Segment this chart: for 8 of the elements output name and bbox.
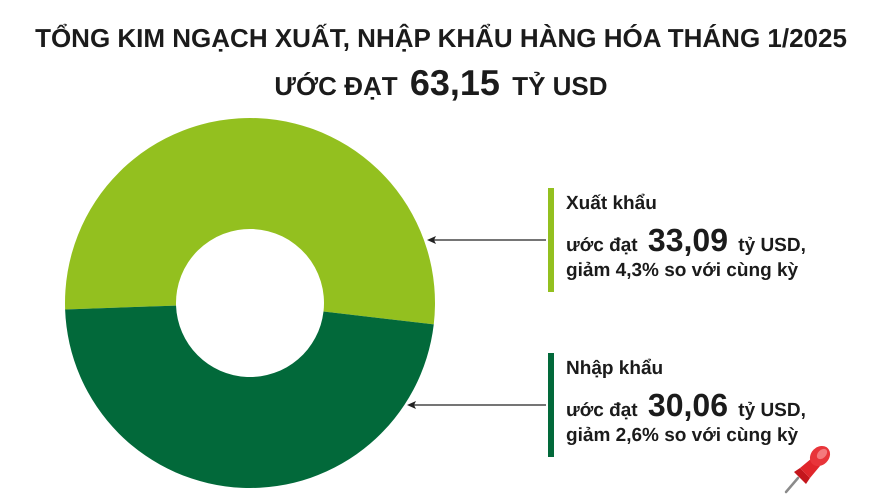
slice-label: Xuất khẩu bbox=[566, 192, 657, 216]
data-label: ước đạt 30,06 tỷ USD, bbox=[566, 387, 806, 423]
chart-title: TỔNG KIM NGẠCH XUẤT, NHẬP KHẨU HÀNG HÓA THÁNG 1/2025 bbox=[34, 22, 848, 54]
data-label: ước đạt 33,09 tỷ USD, bbox=[566, 222, 806, 258]
slice-label: Nhập khẩu bbox=[566, 357, 664, 381]
chart-subtitle: ƯỚC ĐẠT 63,15 TỶ USD bbox=[273, 62, 609, 105]
text: giảm 2,6% so với cùng kỳ bbox=[566, 424, 798, 448]
text: giảm 4,3% so với cùng kỳ bbox=[566, 259, 798, 283]
